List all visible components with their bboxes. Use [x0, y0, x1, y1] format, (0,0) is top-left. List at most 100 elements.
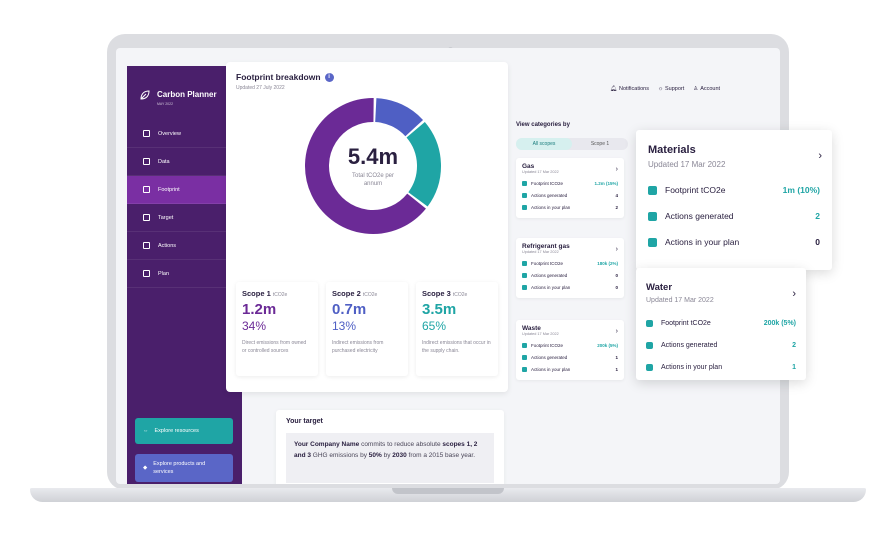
donut-segment-scope-1[interactable]	[305, 98, 426, 234]
donut-segment-scope-2[interactable]	[374, 98, 424, 137]
footprint-title: Footprint breakdown i	[236, 72, 334, 82]
notifications-button[interactable]: 🔔︎ Notifications	[610, 86, 649, 92]
scope-value: 1.2m	[242, 301, 277, 318]
scope-value: 0.7m	[332, 301, 367, 318]
scope-unit: tCO2e	[362, 292, 378, 298]
scope-unit: tCO2e	[272, 292, 288, 298]
scope-desc: Indirect emissions from purchased electr…	[332, 340, 384, 354]
sidebar-item-footprint[interactable]: Footprint›	[127, 176, 242, 204]
account-button[interactable]: ♙ Account	[693, 86, 720, 92]
footprint-title-text: Footprint breakdown	[236, 72, 321, 82]
donut-chart	[305, 98, 441, 234]
explore-resources-button[interactable]: ⇔ Explore resources	[135, 418, 233, 444]
explore-products-button[interactable]: ◆ Explore products and services	[135, 454, 233, 482]
sidebar-item-label: Actions	[158, 242, 177, 249]
row-label: Footprint tCO2e	[531, 180, 564, 186]
category-updated: Updated 17 Mar 2022	[522, 332, 559, 336]
scope-name: Scope 2	[332, 289, 361, 298]
calendar-icon	[522, 284, 527, 290]
chevron-right-icon: ›	[615, 328, 618, 335]
materials-card[interactable]: Materials Updated 17 Mar 2022 › Footprin…	[636, 130, 832, 270]
plan-row: Actions in your plan 1	[646, 356, 796, 378]
chevron-right-icon: ›	[818, 150, 822, 162]
category-row: Actions generated 0	[522, 269, 618, 281]
sidebar-item-actions[interactable]: Actions›	[127, 232, 242, 260]
footprint-row: Footprint tCO2e 1m (10%)	[648, 177, 820, 203]
category-name: Gas	[522, 163, 535, 170]
footprint-icon	[522, 180, 527, 186]
calendar-icon	[522, 366, 527, 372]
explore-products-label: Explore products and services	[153, 461, 206, 475]
row-value: 4	[615, 192, 618, 198]
water-card[interactable]: Water Updated 17 Mar 2022 › Footprint tC…	[636, 268, 806, 380]
row-value: 200k (5%)	[763, 319, 796, 327]
app-screen: Carbon Planner MAY 2022 Overview› Data› …	[116, 48, 780, 484]
row-value: 0	[815, 237, 820, 247]
scope-2-card[interactable]: Scope 2 tCO2e 0.7m 13% Indirect emission…	[326, 282, 408, 376]
footprint-card: Footprint breakdown i Updated 27 July 202…	[226, 62, 508, 392]
sidebar-item-label: Plan	[158, 270, 170, 277]
laptop-notch	[392, 488, 504, 494]
support-icon: ☼	[657, 86, 663, 92]
row-label: Footprint tCO2e	[661, 319, 711, 327]
laptop-base	[30, 488, 866, 502]
sidebar-item-data[interactable]: Data›	[127, 148, 242, 176]
row-value: 1m (10%)	[782, 185, 820, 195]
row-label: Actions in your plan	[531, 204, 571, 210]
scope-value: 3.5m	[422, 301, 457, 318]
calendar-icon	[143, 270, 150, 277]
category-row: Footprint tCO2e 1.2m (15%)	[522, 177, 618, 189]
row-value: 180k (2%)	[597, 260, 618, 266]
scope-title: Scope 3 tCO2e	[422, 289, 492, 298]
footprint-icon	[648, 185, 657, 195]
calendar-icon	[646, 363, 653, 371]
info-icon[interactable]: i	[324, 72, 334, 82]
scope-1-card[interactable]: Scope 1 tCO2e 1.2m 34% Direct emissions …	[236, 282, 318, 376]
category-card-refrigerant-gas[interactable]: Refrigerant gas Updated 17 Mar 2022 › Fo…	[516, 238, 624, 298]
user-icon: ♙	[693, 86, 699, 92]
actions-icon	[522, 272, 527, 278]
target-pct: 50%	[368, 452, 382, 459]
scope-desc: Direct emissions from owned or controlle…	[242, 340, 307, 354]
account-label: Account	[700, 86, 721, 92]
footprint-icon	[143, 186, 150, 193]
tab-scope-1[interactable]: Scope 1	[590, 141, 610, 147]
category-row: Footprint tCO2e 180k (2%)	[522, 257, 618, 269]
footprint-updated: Updated 27 July 2022	[236, 85, 285, 91]
category-card-gas[interactable]: Gas Updated 17 Mar 2022 › Footprint tCO2…	[516, 158, 624, 218]
grid-icon	[143, 130, 150, 137]
row-value: 1.2m (15%)	[594, 180, 618, 186]
category-row: Actions in your plan 0	[522, 281, 618, 293]
calendar-icon	[522, 204, 527, 210]
category-updated: Updated 17 Mar 2022	[648, 160, 726, 169]
sidebar-item-label: Target	[158, 214, 174, 221]
total-value: 5.4m	[347, 144, 399, 169]
row-label: Footprint tCO2e	[665, 185, 726, 195]
category-tabs: All scopes Scope 1	[516, 138, 628, 150]
brand[interactable]: Carbon Planner MAY 2022	[139, 84, 217, 106]
sidebar-item-label: Data	[158, 158, 170, 165]
app-name: Carbon Planner	[157, 90, 217, 99]
category-card-waste[interactable]: Waste Updated 17 Mar 2022 › Footprint tC…	[516, 320, 624, 380]
actions-row: Actions generated 2	[646, 334, 796, 356]
scope-desc: Indirect emissions that occur in the sup…	[422, 340, 491, 354]
tab-all-scopes[interactable]: All scopes	[516, 138, 572, 150]
footprint-row: Footprint tCO2e 200k (5%)	[646, 312, 796, 334]
total-label: Total tCO2e per annum	[351, 173, 395, 187]
scope-3-card[interactable]: Scope 3 tCO2e 3.5m 65% Indirect emission…	[416, 282, 498, 376]
sidebar-item-target[interactable]: Target›	[127, 204, 242, 232]
category-updated: Updated 17 Mar 2022	[522, 250, 559, 254]
calendar-icon	[648, 237, 657, 247]
target-text: commits to reduce absolute	[359, 441, 443, 448]
row-label: Footprint tCO2e	[531, 260, 564, 266]
donut-segment-scope-3-lower[interactable]	[406, 121, 441, 207]
category-row: Actions in your plan 1	[522, 363, 618, 375]
support-button[interactable]: ☼ Support	[658, 86, 684, 92]
row-label: Actions generated	[531, 354, 568, 360]
sidebar-item-overview[interactable]: Overview›	[127, 120, 242, 148]
category-name: Refrigerant gas	[522, 243, 570, 250]
sidebar-item-plan[interactable]: Plan›	[127, 260, 242, 288]
link-icon: ⇔	[143, 428, 149, 434]
chevron-right-icon: ›	[615, 246, 618, 253]
explore-resources-label: Explore resources	[154, 428, 199, 434]
